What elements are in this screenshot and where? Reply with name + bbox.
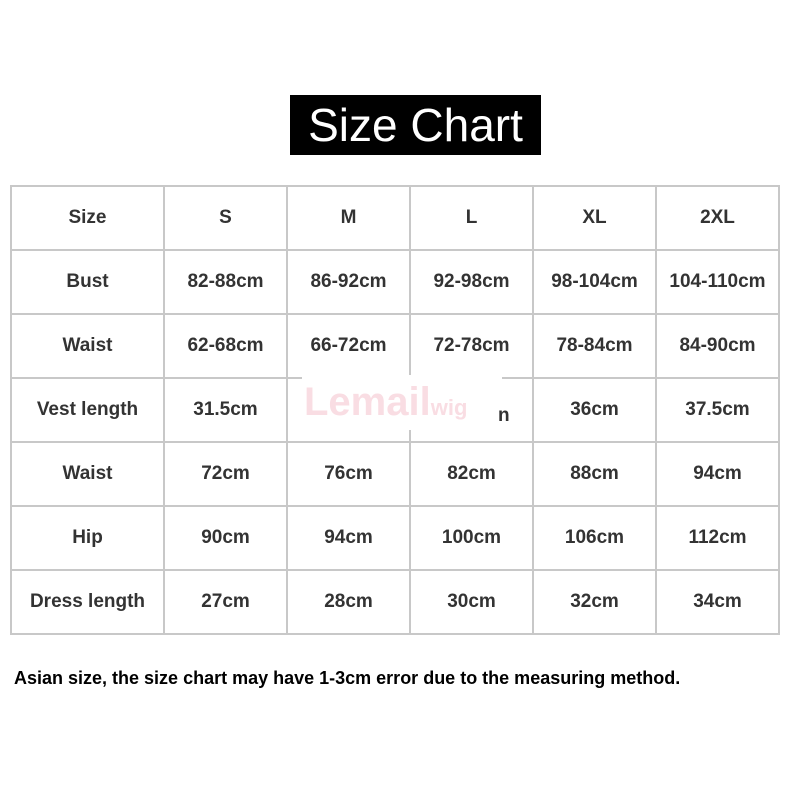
row-label: Waist (10, 313, 165, 379)
table-cell: 88cm (532, 441, 657, 507)
table-cell: 66-72cm (286, 313, 411, 379)
row-label: Dress length (10, 569, 165, 635)
header-cell: S (163, 185, 288, 251)
size-chart-table: Size S M L XL 2XL Bust 82-88cm 86-92cm 92-98cm 98-… (10, 185, 780, 635)
table-cell: 72-78cm (409, 313, 534, 379)
table-row: Hip 90cm 94cm 100cm 106cm 112cm (10, 505, 780, 571)
table-cell: 28cm (286, 569, 411, 635)
table-cell: 76cm (286, 441, 411, 507)
table-row: Waist 72cm 76cm 82cm 88cm 94cm (10, 441, 780, 507)
table-cell: 82-88cm (163, 249, 288, 315)
header-cell: M (286, 185, 411, 251)
header-row: Size S M L XL 2XL (10, 185, 780, 251)
table-cell: 62-68cm (163, 313, 288, 379)
table-row: Waist 62-68cm 66-72cm 72-78cm 78-84cm 84-90cm (10, 313, 780, 379)
header-cell: Size (10, 185, 165, 251)
table-cell: 104-110cm (655, 249, 780, 315)
table-cell: 78-84cm (532, 313, 657, 379)
table-cell: 94cm (655, 441, 780, 507)
table-cell: 92-98cm (409, 249, 534, 315)
header-cell: L (409, 185, 534, 251)
table-cell: 94cm (286, 505, 411, 571)
watermark-logo: Lemailwig (302, 375, 502, 430)
table-cell: 34cm (655, 569, 780, 635)
row-label: Hip (10, 505, 165, 571)
size-note: Asian size, the size chart may have 1-3c… (14, 668, 681, 688)
table-cell: 82cm (409, 441, 534, 507)
table-row: Dress length 27cm 28cm 30cm 32cm 34cm (10, 569, 780, 635)
table-cell: 36cm (532, 377, 657, 443)
table-cell: 32cm (532, 569, 657, 635)
row-label: Waist (10, 441, 165, 507)
table-cell: 37.5cm (655, 377, 780, 443)
row-label: Bust (10, 249, 165, 315)
table-cell: 72cm (163, 441, 288, 507)
watermark-text: Lemail (304, 380, 431, 424)
obscured-cell-fragment: n (498, 405, 510, 426)
table-cell: 86-92cm (286, 249, 411, 315)
table-cell: 90cm (163, 505, 288, 571)
table-cell: 31.5cm (163, 377, 288, 443)
table-cell: 27cm (163, 569, 288, 635)
table-row: Bust 82-88cm 86-92cm 92-98cm 98-104cm 104-110… (10, 249, 780, 315)
watermark-suffix: wig (430, 395, 468, 420)
table-cell: 100cm (409, 505, 534, 571)
row-label: Vest length (10, 377, 165, 443)
table-cell: 98-104cm (532, 249, 657, 315)
header-cell: 2XL (655, 185, 780, 251)
header-cell: XL (532, 185, 657, 251)
table-cell: 112cm (655, 505, 780, 571)
table-cell: 84-90cm (655, 313, 780, 379)
table-cell: 106cm (532, 505, 657, 571)
page-title: Size Chart (290, 95, 541, 155)
table-cell: 30cm (409, 569, 534, 635)
